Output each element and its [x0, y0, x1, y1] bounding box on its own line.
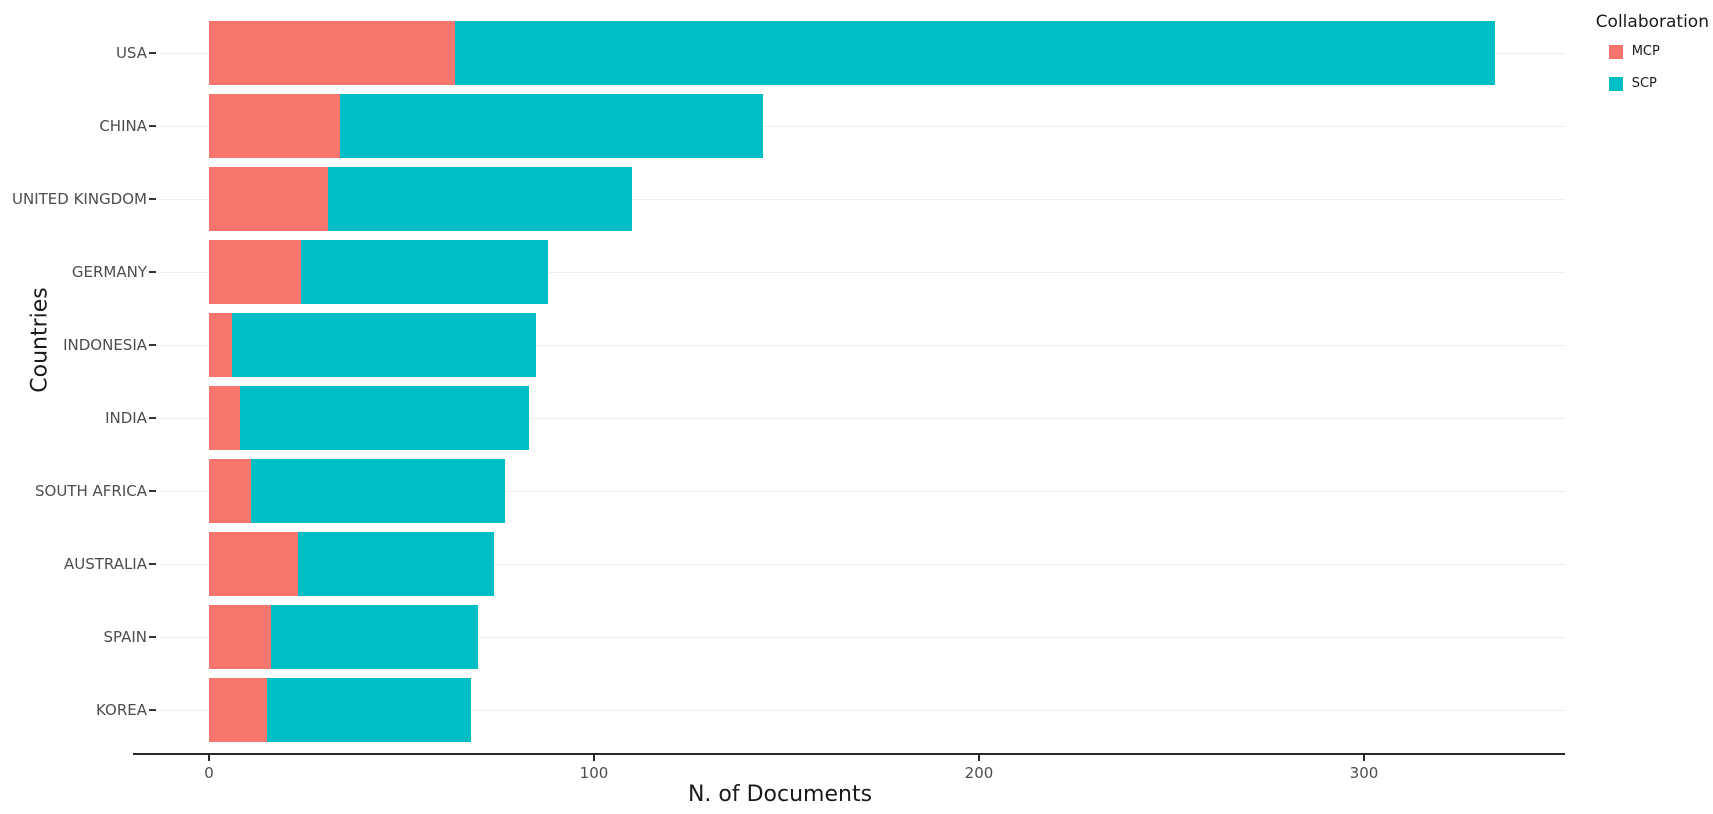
bar-row: INDONESIA: [0, 308, 1713, 381]
category-label: CHINA: [99, 116, 147, 135]
bar-segment-scp: [455, 20, 1495, 85]
y-tick-mark: [149, 562, 156, 565]
category-label: INDONESIA: [63, 335, 147, 354]
bar-segment-scp: [239, 385, 529, 450]
category-label: INDIA: [105, 408, 147, 427]
y-tick-mark: [149, 489, 156, 492]
x-tick-label: 200: [964, 764, 994, 782]
gridline: [158, 125, 1565, 127]
gridline: [158, 709, 1565, 711]
category-label: SOUTH AFRICA: [35, 481, 147, 500]
x-tick-label: 300: [1349, 764, 1379, 782]
y-tick-mark: [149, 197, 156, 200]
bar-segment-mcp: [209, 458, 252, 523]
legend-item: MCP: [1608, 44, 1709, 59]
y-tick-mark: [149, 51, 156, 54]
category-label: UNITED KINGDOM: [12, 189, 147, 208]
y-tick-mark: [149, 343, 156, 346]
bar-segment-scp: [251, 458, 506, 523]
x-tick-mark: [593, 755, 595, 761]
bar-row: AUSTRALIA: [0, 527, 1713, 600]
bar-segment-mcp: [209, 239, 302, 304]
stacked-bar: [209, 20, 1495, 85]
legend-title: Collaboration: [1595, 12, 1709, 32]
stacked-bar: [209, 531, 494, 596]
stacked-bar: [209, 385, 529, 450]
y-tick-mark: [149, 708, 156, 711]
stacked-bar: [209, 677, 471, 742]
stacked-bar: [209, 166, 633, 231]
bar-row: INDIA: [0, 381, 1713, 454]
gridline: [158, 344, 1565, 346]
legend-item: SCP: [1608, 76, 1709, 91]
legend-item-label: MCP: [1631, 44, 1660, 59]
bar-rows: USA CHINA UNITED KINGDOM GERMANY INDONESIA IN…: [0, 16, 1713, 746]
gridline: [158, 198, 1565, 200]
gridline: [158, 490, 1565, 492]
y-tick-mark: [149, 635, 156, 638]
gridline: [158, 636, 1565, 638]
bar-row: USA: [0, 16, 1713, 89]
stacked-bar: [209, 312, 537, 377]
bar-segment-mcp: [209, 604, 271, 669]
x-tick-label: 100: [579, 764, 609, 782]
bar-row: CHINA: [0, 89, 1713, 162]
legend-swatch: [1608, 44, 1623, 59]
bar-segment-scp: [297, 531, 494, 596]
gridline: [158, 271, 1565, 273]
stacked-bar: [209, 239, 548, 304]
gridline: [158, 417, 1565, 419]
bar-segment-scp: [339, 93, 764, 158]
bar-row: KOREA: [0, 673, 1713, 746]
legend: Collaboration MCP SCP: [1596, 12, 1709, 108]
x-tick-mark: [208, 755, 210, 761]
legend-swatch: [1608, 76, 1623, 91]
x-axis-line: [133, 753, 1565, 755]
stacked-bar: [209, 604, 479, 669]
category-label: SPAIN: [103, 627, 147, 646]
bar-row: SPAIN: [0, 600, 1713, 673]
bar-segment-mcp: [209, 312, 233, 377]
bar-segment-scp: [301, 239, 548, 304]
category-label: USA: [115, 43, 147, 62]
bar-row: UNITED KINGDOM: [0, 162, 1713, 235]
y-tick-mark: [149, 416, 156, 419]
bar-segment-mcp: [209, 677, 267, 742]
legend-items: MCP SCP: [1596, 44, 1709, 91]
category-label: GERMANY: [71, 262, 147, 281]
x-tick-mark: [978, 755, 980, 761]
bar-segment-mcp: [209, 166, 329, 231]
bar-row: GERMANY: [0, 235, 1713, 308]
x-tick-mark: [1363, 755, 1365, 761]
x-axis-title: N. of Documents: [687, 782, 873, 807]
y-tick-mark: [149, 270, 156, 273]
bar-segment-mcp: [209, 93, 340, 158]
y-tick-mark: [149, 124, 156, 127]
bar-row: SOUTH AFRICA: [0, 454, 1713, 527]
bar-segment-mcp: [209, 20, 456, 85]
bar-segment-scp: [232, 312, 537, 377]
bar-segment-mcp: [209, 385, 240, 450]
gridline: [158, 563, 1565, 565]
bar-segment-scp: [328, 166, 633, 231]
bar-segment-mcp: [209, 531, 298, 596]
stacked-bar: [209, 93, 764, 158]
bar-segment-scp: [266, 677, 471, 742]
stacked-bar: [209, 458, 506, 523]
category-label: KOREA: [96, 700, 147, 719]
legend-item-label: SCP: [1631, 76, 1657, 91]
x-tick-label: 0: [204, 764, 214, 782]
bar-segment-scp: [270, 604, 479, 669]
category-label: AUSTRALIA: [63, 554, 147, 573]
